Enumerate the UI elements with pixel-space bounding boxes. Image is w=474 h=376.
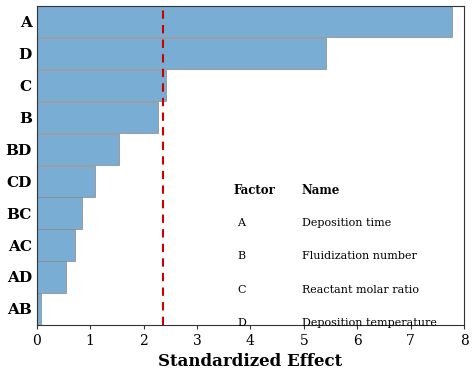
Bar (36, 38, 326, 69)
Text: D: D (237, 318, 246, 329)
Bar (36, 165, 95, 197)
Text: Name: Name (301, 184, 340, 197)
Text: Fluidization number: Fluidization number (301, 252, 417, 261)
Bar (36, 293, 41, 324)
Bar (36, 102, 158, 133)
Bar (36, 229, 75, 261)
Text: C: C (237, 285, 246, 295)
Text: Deposition temperature: Deposition temperature (301, 318, 437, 329)
Bar (36, 197, 82, 229)
Bar (36, 6, 452, 37)
Text: A: A (237, 218, 246, 228)
Text: Factor: Factor (233, 184, 275, 197)
Text: B: B (237, 252, 246, 261)
Text: Deposition time: Deposition time (301, 218, 391, 228)
X-axis label: Standardized Effect: Standardized Effect (158, 353, 343, 370)
Text: Reactant molar ratio: Reactant molar ratio (301, 285, 419, 295)
Bar (36, 70, 166, 101)
Bar (36, 261, 66, 293)
Bar (36, 133, 119, 165)
